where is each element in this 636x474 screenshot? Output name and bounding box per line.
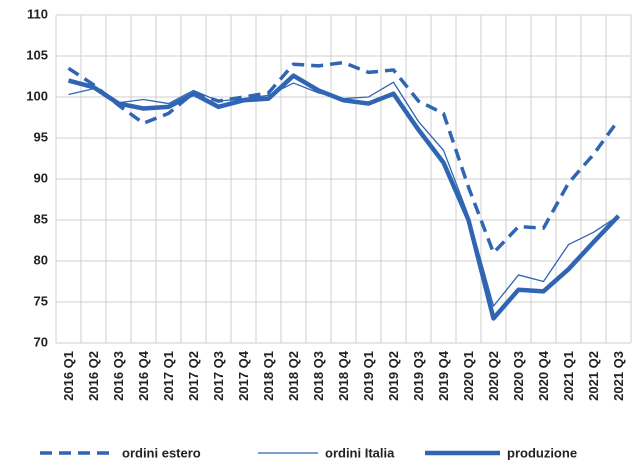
x-tick-label: 2017 Q3 xyxy=(211,351,226,401)
y-tick-label: 70 xyxy=(34,334,48,349)
y-tick-label: 110 xyxy=(27,6,48,21)
x-tick-label: 2019 Q1 xyxy=(361,351,376,401)
x-tick-label: 2019 Q3 xyxy=(411,351,426,401)
x-tick-label: 2018 Q1 xyxy=(261,351,276,401)
x-tick-label: 2018 Q3 xyxy=(311,351,326,401)
series-line xyxy=(68,81,619,307)
x-tick-label: 2019 Q4 xyxy=(436,350,451,401)
x-tick-label: 2021 Q1 xyxy=(561,351,576,401)
x-tick-label: 2017 Q4 xyxy=(236,350,251,401)
x-tick-label: 2017 Q1 xyxy=(161,351,176,401)
x-tick-label: 2018 Q4 xyxy=(336,350,351,401)
y-tick-label: 75 xyxy=(34,293,48,308)
x-tick-label: 2020 Q4 xyxy=(536,350,551,401)
x-tick-label: 2016 Q2 xyxy=(86,351,101,401)
y-tick-label: 105 xyxy=(26,47,48,62)
legend-label: ordini Italia xyxy=(325,445,395,460)
legend-label: ordini estero xyxy=(122,445,201,460)
x-tick-label: 2018 Q2 xyxy=(286,351,301,401)
x-tick-label: 2016 Q4 xyxy=(136,350,151,401)
y-tick-label: 95 xyxy=(34,129,48,144)
x-tick-label: 2017 Q2 xyxy=(186,351,201,401)
y-tick-label: 90 xyxy=(34,170,48,185)
x-tick-label: 2021 Q3 xyxy=(611,351,626,401)
series-line xyxy=(67,60,620,255)
x-tick-label: 2016 Q3 xyxy=(111,351,126,401)
y-tick-label: 100 xyxy=(26,88,48,103)
x-tick-label: 2020 Q3 xyxy=(511,351,526,401)
x-tick-label: 2020 Q2 xyxy=(486,351,501,401)
x-tick-label: 2019 Q2 xyxy=(386,351,401,401)
y-tick-label: 85 xyxy=(34,211,48,226)
series-line xyxy=(67,73,621,321)
y-tick-label: 80 xyxy=(34,252,48,267)
x-tick-label: 2021 Q2 xyxy=(586,351,601,401)
legend-label: produzione xyxy=(507,445,577,460)
x-tick-label: 2020 Q1 xyxy=(461,351,476,401)
x-tick-label: 2016 Q1 xyxy=(61,351,76,401)
